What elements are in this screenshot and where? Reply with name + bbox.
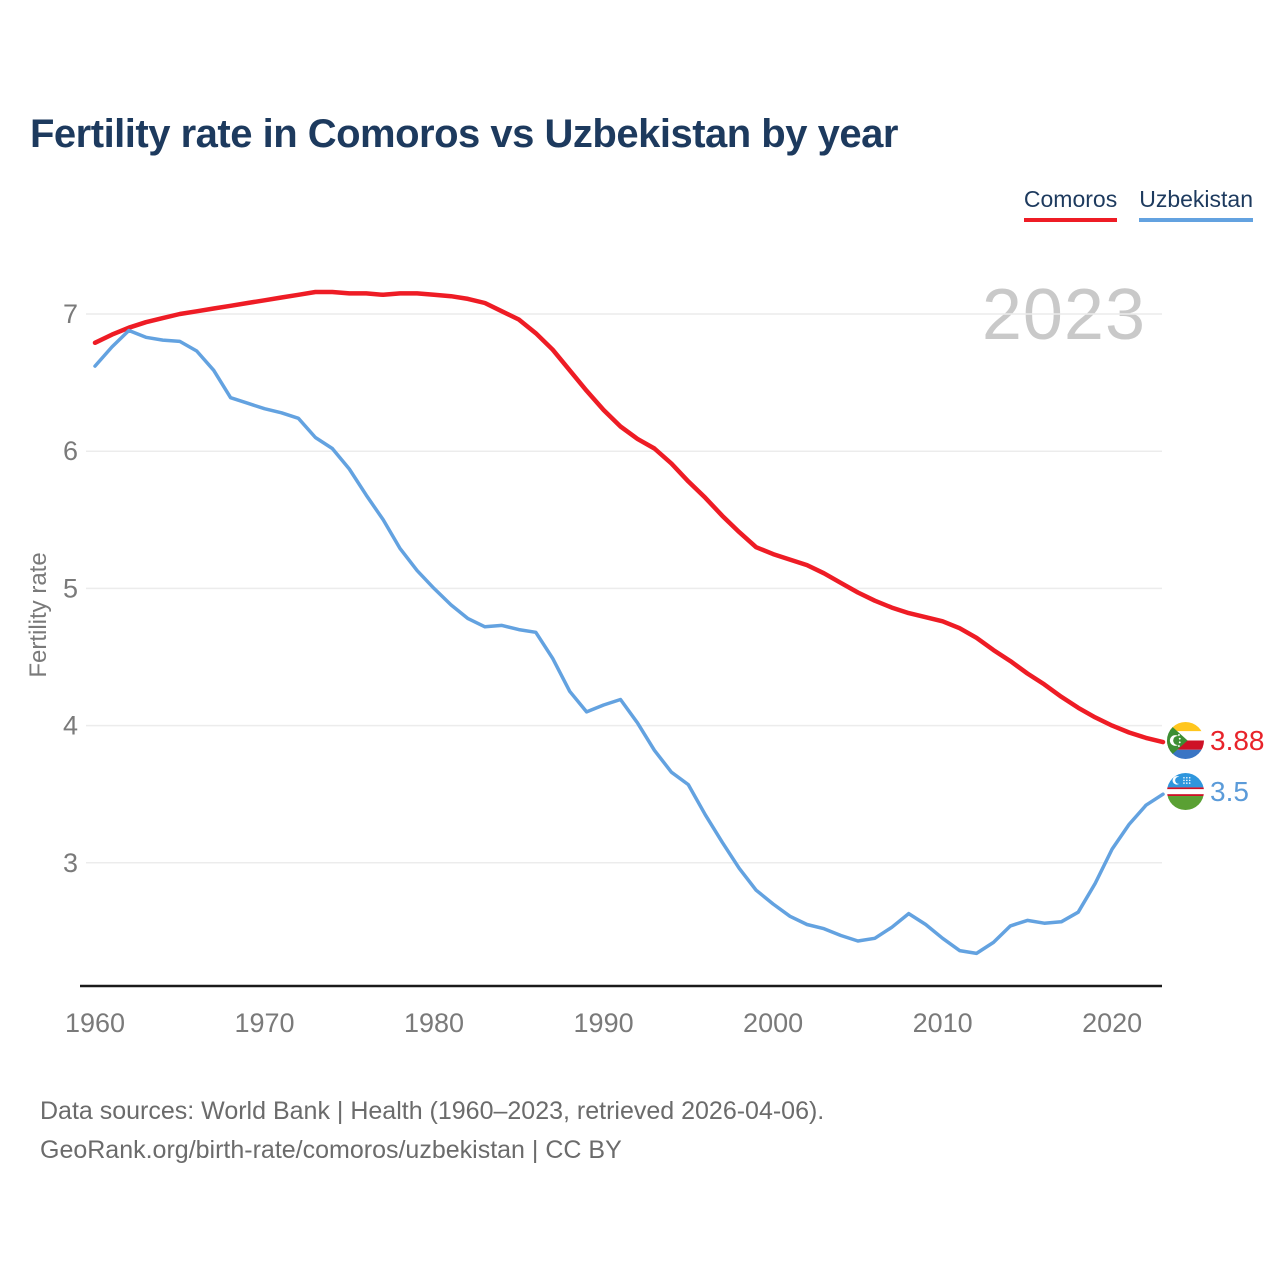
x-tick-label-1990: 1990 bbox=[574, 1008, 634, 1038]
footer-attribution[interactable]: GeoRank.org/birth-rate/comoros/uzbekista… bbox=[40, 1135, 622, 1164]
x-tick-label-1980: 1980 bbox=[404, 1008, 464, 1038]
uzbekistan-flag-icon bbox=[1167, 773, 1204, 810]
y-tick-label-6: 6 bbox=[63, 436, 78, 466]
watermark-year: 2023 bbox=[981, 275, 1146, 355]
y-tick-label-5: 5 bbox=[63, 573, 78, 603]
footer: Data sources: World Bank | Health (1960–… bbox=[40, 1092, 824, 1170]
end-label-comoros: 3.88 bbox=[1167, 722, 1265, 759]
end-label-uzbekistan: 3.5 bbox=[1167, 773, 1249, 810]
end-value-uzbekistan: 3.5 bbox=[1210, 775, 1249, 807]
legend-item-comoros[interactable]: Comoros bbox=[1023, 186, 1118, 222]
y-tick-label-4: 4 bbox=[63, 711, 78, 741]
legend-item-uzbekistan[interactable]: Uzbekistan bbox=[1139, 186, 1253, 222]
y-tick-label-3: 3 bbox=[63, 848, 78, 878]
x-tick-label-1960: 1960 bbox=[65, 1008, 125, 1038]
x-tick-label-2010: 2010 bbox=[913, 1008, 973, 1038]
y-tick-label-7: 7 bbox=[63, 299, 78, 329]
legend: Comoros Uzbekistan bbox=[1023, 186, 1253, 222]
comoros-flag-icon bbox=[1167, 722, 1204, 759]
series-line-uzbekistan[interactable] bbox=[93, 328, 1165, 956]
y-axis-title: Fertility rate bbox=[25, 552, 52, 677]
x-tick-label-2000: 2000 bbox=[743, 1008, 803, 1038]
series-line-comoros[interactable] bbox=[92, 289, 1166, 745]
x-tick-label-2020: 2020 bbox=[1082, 1008, 1142, 1038]
footer-data-sources: Data sources: World Bank | Health (1960–… bbox=[40, 1097, 825, 1125]
end-value-comoros: 3.88 bbox=[1210, 724, 1265, 756]
x-tick-label-1970: 1970 bbox=[234, 1008, 294, 1038]
page-title: Fertility rate in Comoros vs Uzbekistan … bbox=[30, 112, 898, 156]
